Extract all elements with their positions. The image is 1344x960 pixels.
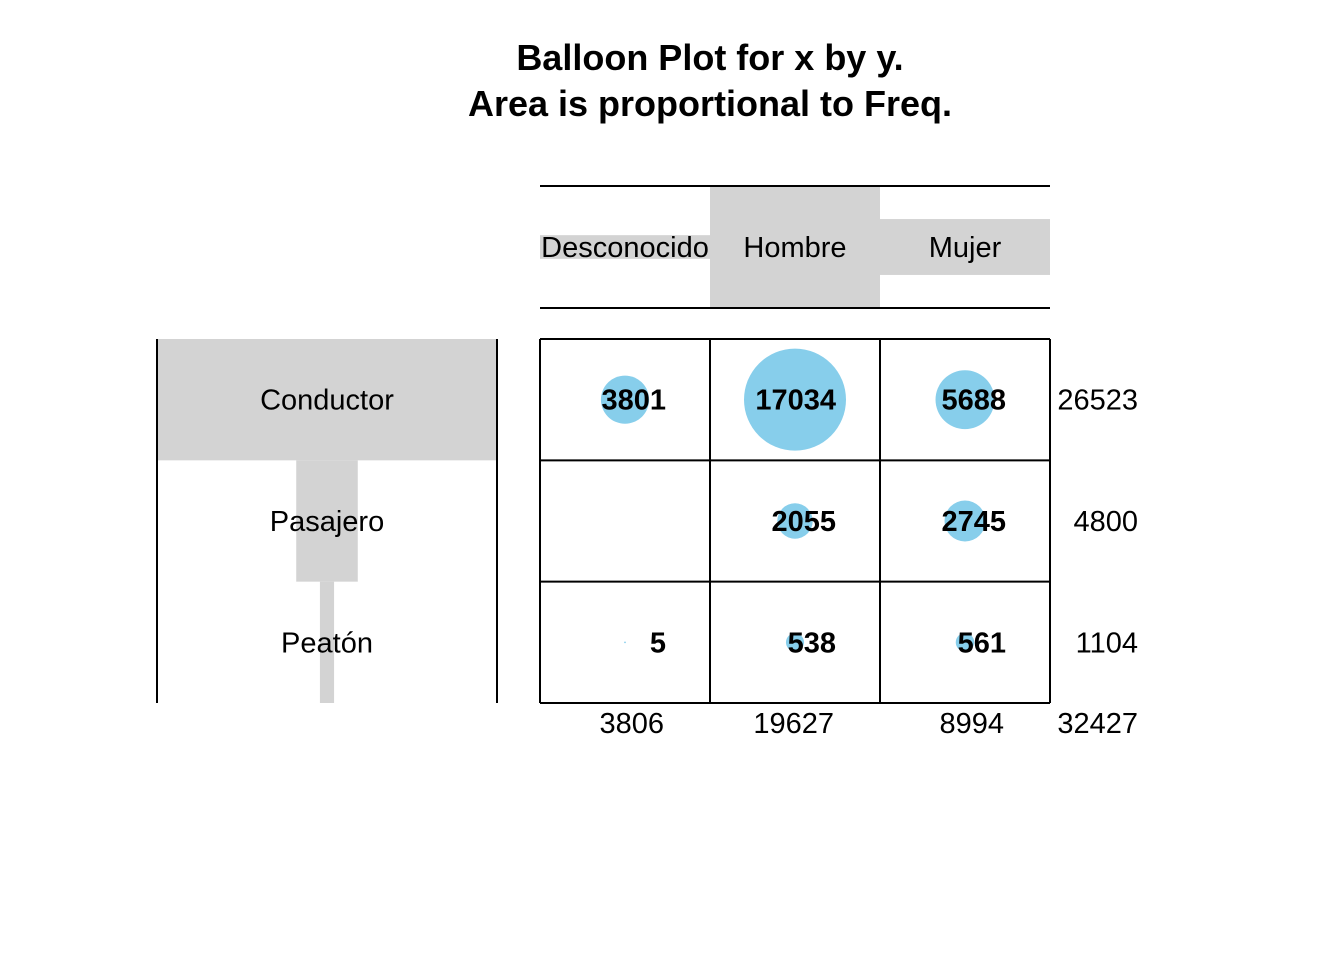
balloon [955, 633, 975, 652]
row-bar-1 [296, 460, 358, 582]
chart-title: Balloon Plot for x by y. [516, 37, 903, 78]
row-bar-0 [157, 339, 497, 461]
column-bar-0 [540, 235, 710, 259]
chart-subtitle: Area is proportional to Freq. [468, 83, 952, 124]
cell-grid [539, 338, 1051, 704]
column-label: Desconocido [541, 232, 709, 264]
row-bar-2 [319, 581, 335, 703]
balloon [624, 641, 626, 644]
balloon [744, 348, 846, 451]
column-labels: Desconocido Hombre Mujer [541, 232, 1001, 264]
balloons [600, 348, 995, 652]
cell-value: 538 [788, 627, 836, 659]
row-label: Conductor [260, 385, 394, 417]
balloon [944, 500, 986, 542]
column-bar-2 [880, 219, 1050, 275]
column-total: 3806 [599, 708, 664, 740]
row-total: 4800 [1073, 506, 1138, 538]
column-bar-1 [710, 186, 880, 308]
row-total: 26523 [1057, 385, 1138, 417]
cell-value: 3801 [601, 385, 666, 417]
column-label: Hombre [743, 232, 846, 264]
row-label: Peatón [281, 627, 373, 659]
cell-value: 17034 [755, 385, 836, 417]
row-totals: 26523 4800 1104 [1057, 385, 1138, 660]
column-total: 19627 [753, 708, 834, 740]
row-labels: Conductor Pasajero Peatón [260, 385, 394, 660]
column-total: 8994 [939, 708, 1004, 740]
cell-value: 5688 [941, 385, 1006, 417]
grand-total: 32427 [1057, 708, 1138, 740]
balloon [600, 375, 650, 424]
cell-labels: 3801 17034 5688 2055 2745 5 538 561 [601, 385, 1006, 660]
cell-value: 5 [650, 627, 666, 659]
cell-value: 2055 [771, 506, 836, 538]
balloon [777, 503, 813, 539]
row-total: 1104 [1076, 627, 1138, 659]
row-label: Pasajero [270, 506, 384, 538]
balloon [935, 370, 995, 430]
balloon [785, 633, 805, 652]
column-totals: 3806 19627 8994 [599, 708, 1004, 740]
column-label: Mujer [929, 232, 1002, 264]
row-marginal-bars [157, 339, 497, 703]
cell-value: 561 [958, 627, 1006, 659]
column-marginal-bars [540, 186, 1050, 308]
cell-value: 2745 [941, 506, 1006, 538]
